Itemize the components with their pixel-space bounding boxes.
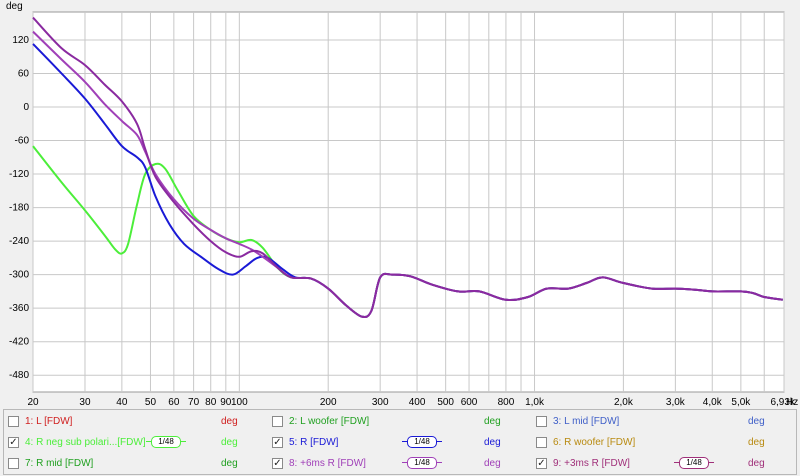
phase-chart[interactable]: 20 30 40 50 60 70 80 90 100 200 300 400 500 600 800 1,0… bbox=[0, 0, 800, 408]
legend-checkbox[interactable]: ✓ bbox=[272, 437, 283, 448]
vertical-gridlines bbox=[32, 12, 785, 392]
smoothing-badge[interactable]: 1/48 bbox=[674, 457, 714, 469]
legend-item: ✓ 9: +3ms R [FDW] 1/48 deg bbox=[536, 456, 798, 472]
legend-label: 6: R woofer [FDW] bbox=[553, 437, 636, 448]
legend-unit: deg bbox=[748, 458, 765, 469]
smoothing-badge[interactable]: 1/48 bbox=[402, 436, 442, 448]
legend-unit: deg bbox=[221, 416, 238, 427]
plot-area[interactable] bbox=[32, 11, 785, 393]
y-tick-label: -420 bbox=[9, 337, 29, 348]
x-tick-label: 300 bbox=[372, 397, 389, 408]
legend-item: 1: L [FDW] deg bbox=[8, 414, 270, 430]
smoothing-badge[interactable]: 1/48 bbox=[402, 457, 442, 469]
legend-checkbox[interactable] bbox=[272, 416, 283, 427]
horizontal-gridlines bbox=[33, 39, 784, 376]
legend-label: 1: L [FDW] bbox=[25, 416, 73, 427]
legend-unit: deg bbox=[221, 437, 238, 448]
y-tick-label: -360 bbox=[9, 303, 29, 314]
x-tick-label: 60 bbox=[168, 397, 180, 408]
x-tick-label: 40 bbox=[116, 397, 128, 408]
x-unit-label: Hz bbox=[786, 397, 798, 408]
x-tick-labels: 20 30 40 50 60 70 80 90 100 200 300 400 500 600 800 1,0… bbox=[27, 397, 796, 408]
x-tick-label: 500 bbox=[437, 397, 454, 408]
x-tick-label: 70 bbox=[188, 397, 200, 408]
legend-unit: deg bbox=[221, 458, 238, 469]
legend-checkbox[interactable] bbox=[536, 416, 547, 427]
x-tick-label: 6,93k bbox=[770, 397, 795, 408]
legend-item: ✓ 8: +6ms R [FDW] 1/48 deg bbox=[272, 456, 534, 472]
legend-label: 9: +3ms R [FDW] bbox=[553, 458, 630, 469]
y-tick-label: -300 bbox=[9, 270, 29, 281]
legend-item: 7: R mid [FDW] deg bbox=[8, 456, 270, 472]
legend-checkbox[interactable] bbox=[536, 437, 547, 448]
x-tick-label: 50 bbox=[145, 397, 157, 408]
x-tick-label: 1,0k bbox=[525, 397, 545, 408]
legend-item: 3: L mid [FDW] deg bbox=[536, 414, 798, 430]
legend-unit: deg bbox=[484, 416, 501, 427]
x-tick-label: 90 bbox=[220, 397, 232, 408]
legend-panel: 1: L [FDW] deg 2: L woofer [FDW] deg 3: L mi… bbox=[3, 409, 797, 475]
x-tick-label: 400 bbox=[409, 397, 426, 408]
legend-unit: deg bbox=[748, 416, 765, 427]
x-tick-label: 30 bbox=[79, 397, 91, 408]
legend-item: 6: R woofer [FDW] deg bbox=[536, 435, 798, 451]
x-tick-label: 600 bbox=[461, 397, 478, 408]
legend-item: ✓ 4: R neg sub polari...[FDW] 1/48 deg bbox=[8, 435, 270, 451]
legend-label: 7: R mid [FDW] bbox=[25, 458, 94, 469]
legend-label: 2: L woofer [FDW] bbox=[289, 416, 370, 427]
x-tick-label: 4,0k bbox=[703, 397, 723, 408]
legend-label: 5: R [FDW] bbox=[289, 437, 339, 448]
x-tick-label: 3,0k bbox=[666, 397, 686, 408]
x-tick-label: 20 bbox=[27, 397, 39, 408]
x-tick-label: 800 bbox=[498, 397, 515, 408]
y-tick-labels: 120 60 0 -60 -120 -180 -240 -300 -360 -420 -480 bbox=[9, 35, 29, 381]
y-tick-label: -60 bbox=[15, 136, 30, 147]
y-tick-label: 60 bbox=[18, 68, 30, 79]
y-tick-label: -180 bbox=[9, 203, 29, 214]
y-tick-label: -120 bbox=[9, 169, 29, 180]
legend-checkbox[interactable]: ✓ bbox=[8, 437, 19, 448]
legend-checkbox[interactable]: ✓ bbox=[536, 458, 547, 469]
legend-checkbox[interactable] bbox=[8, 416, 19, 427]
x-tick-label: 5,0k bbox=[731, 397, 751, 408]
x-tick-label: 80 bbox=[205, 397, 217, 408]
legend-checkbox[interactable] bbox=[8, 458, 19, 469]
series-layer bbox=[32, 16, 783, 319]
x-tick-label: 200 bbox=[320, 397, 337, 408]
x-tick-label: 100 bbox=[231, 397, 248, 408]
legend-checkbox[interactable]: ✓ bbox=[272, 458, 283, 469]
smoothing-badge[interactable]: 1/48 bbox=[146, 436, 186, 448]
series-line-4 bbox=[32, 16, 783, 319]
y-tick-label: -240 bbox=[9, 236, 29, 247]
legend-label: 4: R neg sub polari...[FDW] bbox=[25, 437, 146, 448]
legend-unit: deg bbox=[484, 437, 501, 448]
y-unit-label: deg bbox=[6, 1, 23, 12]
y-tick-label: 120 bbox=[12, 35, 29, 46]
legend-unit: deg bbox=[484, 458, 501, 469]
y-tick-label: 0 bbox=[23, 102, 29, 113]
legend-item: ✓ 5: R [FDW] 1/48 deg bbox=[272, 435, 534, 451]
legend-label: 3: L mid [FDW] bbox=[553, 416, 620, 427]
legend-label: 8: +6ms R [FDW] bbox=[289, 458, 366, 469]
legend-item: 2: L woofer [FDW] deg bbox=[272, 414, 534, 430]
y-tick-label: -480 bbox=[9, 370, 29, 381]
legend-unit: deg bbox=[748, 437, 765, 448]
x-tick-label: 2,0k bbox=[614, 397, 634, 408]
